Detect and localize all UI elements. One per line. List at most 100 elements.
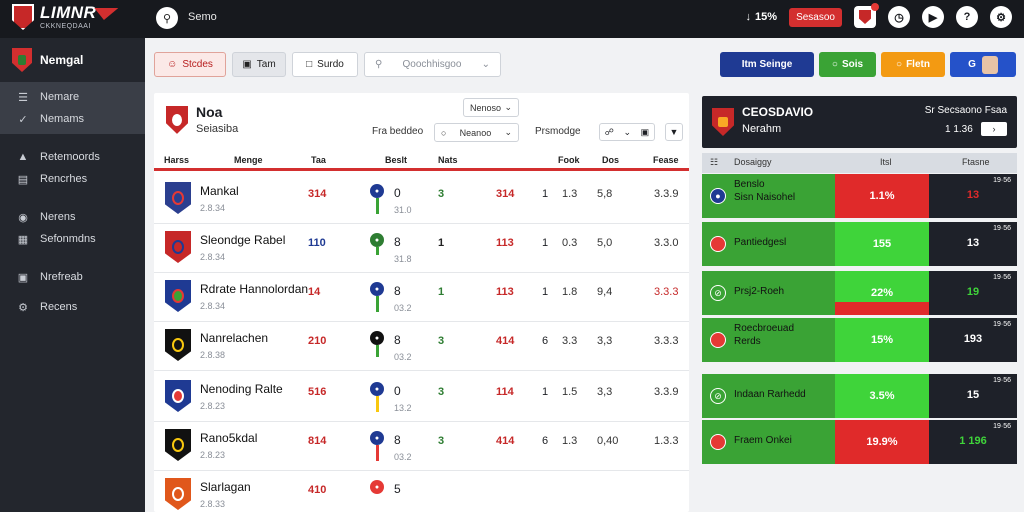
surdo-label: Surdo <box>317 59 344 70</box>
odds-toggle[interactable]: › <box>981 122 1007 136</box>
odds-row[interactable]: ⊘ Prsj2-Roeh 22% 19·56 19 <box>702 271 1017 315</box>
surdo-button[interactable]: □ Surdo <box>292 52 358 77</box>
table-row[interactable]: Nanrelachen 2.8.38 210 ● 8 03.2 3 414 6 … <box>154 321 689 371</box>
odds-main-value: 13 <box>966 189 980 201</box>
odds-team-name: Pantiedgesl <box>734 237 787 248</box>
item-button[interactable]: Itm Seinge <box>720 52 814 77</box>
column-header[interactable]: Harss <box>164 155 190 165</box>
chevron-down-icon: ⌄ <box>504 127 512 137</box>
sidebar-item-nrefreab[interactable]: ▣ Nrefreab <box>0 266 145 288</box>
team-sub: 2.8.34 <box>200 203 226 213</box>
column-header[interactable]: Menge <box>234 155 263 165</box>
club-header: Noa Seiasiba <box>166 103 238 137</box>
sidebar-item-recens[interactable]: ⚙ Recens <box>0 296 145 318</box>
odds-title: CEOSDAVIO <box>742 105 814 119</box>
sidebar-item-nerens[interactable]: ◉ Nerens <box>0 206 145 228</box>
team-sub: 2.8.33 <box>200 499 226 509</box>
sidebar-header[interactable]: Nemgal <box>0 38 145 82</box>
odds-value-cell[interactable]: 19·56 13 <box>929 222 1017 266</box>
stat-value: 15% <box>755 11 778 23</box>
team-sub: 2.8.23 <box>200 450 226 460</box>
odds-percent[interactable]: 1.1% <box>835 174 929 218</box>
flag-icon <box>710 332 726 348</box>
sidebar-item-retemoords[interactable]: ▲ Retemoords <box>0 146 145 168</box>
user-icon: ☺ <box>167 59 178 70</box>
odds-percent[interactable]: 155 <box>835 222 929 266</box>
team-select[interactable]: ○ Neanoo ⌄ <box>434 123 519 142</box>
team-select-value: Neanoo <box>459 127 492 138</box>
tam-button[interactable]: ▣ Tam <box>232 52 286 77</box>
search-label[interactable]: Semo <box>188 11 217 23</box>
cell-value: 8 <box>394 235 401 249</box>
column-header[interactable]: Fook <box>558 155 580 165</box>
club-crest-icon <box>712 108 734 136</box>
clock-icon[interactable]: ◷ <box>888 6 910 28</box>
cell-sub: 31.8 <box>394 254 412 264</box>
search-select[interactable]: ⚲ Qoochhisgoo ⌄ <box>364 52 501 77</box>
table-row[interactable]: Slarlagan 2.8.33 410 ● 5 <box>154 470 689 512</box>
gamepad-icon[interactable]: ▶ <box>922 6 944 28</box>
odds-main-value: 19 <box>966 286 980 298</box>
odds-row[interactable]: ● Benslo Sisn Naisohel 1.1% 19·56 13 <box>702 174 1017 218</box>
table-row[interactable]: Rdrate Hannolordan 2.8.34 14 ● 8 03.2 1 … <box>154 272 689 322</box>
odds-value-cell[interactable]: 19·56 19 <box>929 271 1017 315</box>
sidebar-item-sefonmdns[interactable]: ▦ Sefonmdns <box>0 228 145 250</box>
table-header: Harss Menge Taa Beslt Nats Fook Dos Feas… <box>154 150 689 171</box>
search-icon: ⚲ <box>375 59 383 70</box>
odds-value-cell[interactable]: 19·56 13 <box>929 174 1017 218</box>
profile-button[interactable]: G <box>950 52 1016 77</box>
column-header[interactable]: Dosaiggy <box>734 157 772 167</box>
profile-label: G <box>968 59 976 70</box>
team-sub: 2.8.34 <box>200 252 226 262</box>
odds-percent[interactable]: 19.9% <box>835 420 929 464</box>
column-header[interactable]: Dos <box>602 155 620 165</box>
odds-value-cell[interactable]: 19·56 1 196 <box>929 420 1017 464</box>
cell-value: 3.3.9 <box>654 188 679 200</box>
share-icon: ☍ <box>604 126 614 137</box>
odds-main-value: 13 <box>966 237 980 249</box>
search-button[interactable]: ⚲ <box>156 7 178 29</box>
brand-logo[interactable]: LIMNR CKKNEQDAAI <box>12 4 119 30</box>
odds-value-cell[interactable]: 19·56 15 <box>929 374 1017 418</box>
sidebar-item-nemare[interactable]: ☰ Nemare <box>0 86 145 108</box>
cell-value: 3.3 <box>562 335 578 347</box>
column-header[interactable]: Beslt <box>385 155 408 165</box>
column-header[interactable]: Itsl <box>880 157 892 167</box>
sidebar-item-rencrhes[interactable]: ▤ Rencrhes <box>0 168 145 190</box>
sois-button[interactable]: ○ Sois <box>819 52 876 77</box>
odds-percent[interactable]: 3.5% <box>835 374 929 418</box>
promo-chip[interactable]: Sesasoo <box>789 7 842 27</box>
odds-value-cell[interactable]: 19·56 193 <box>929 318 1017 362</box>
odds-row[interactable]: Roecbroeuad Rerds 15% 19·56 193 <box>702 318 1017 362</box>
column-header[interactable]: Nats <box>438 155 458 165</box>
expand-icon: ▣ <box>640 126 650 137</box>
cell-value: 3 <box>438 386 445 398</box>
column-header[interactable]: Ftasne <box>962 157 990 167</box>
settings-icon[interactable]: ⚙ <box>990 6 1012 28</box>
odds-row[interactable]: Pantiedgesl 155 19·56 13 <box>702 222 1017 266</box>
team-crest-icon <box>165 380 191 412</box>
studes-button[interactable]: ☺ Stcdes <box>154 52 226 77</box>
fletn-button[interactable]: ○ Fletn <box>881 52 945 77</box>
sidebar-item-nemams[interactable]: ✓ Nemams <box>0 108 145 130</box>
marker-icon: ● <box>370 431 384 445</box>
table-row[interactable]: Sleondge Rabel 2.8.34 110 ● 8 31.8 1 113… <box>154 223 689 273</box>
table-row[interactable]: Mankal 2.8.34 314 ● 0 31.0 3 314 1 1.3 5… <box>154 174 689 224</box>
odds-row[interactable]: Fraem Onkei 19.9% 19·56 1 196 <box>702 420 1017 464</box>
view-toggle[interactable]: ☍ ⌄ ▣ <box>599 123 655 141</box>
column-header[interactable]: Taa <box>311 155 326 165</box>
avatar[interactable] <box>854 3 879 28</box>
search-icon: ⚲ <box>162 12 172 25</box>
column-header[interactable]: Fease <box>653 155 679 165</box>
odds-row[interactable]: ⊘ Indaan Rarhedd 3.5% 19·56 15 <box>702 374 1017 418</box>
odds-percent[interactable]: 22% <box>835 271 929 315</box>
odds-percent[interactable]: 15% <box>835 318 929 362</box>
help-icon[interactable]: ? <box>956 6 978 28</box>
odds-team-name: Prsj2-Roeh <box>734 286 785 297</box>
shield-filter-icon[interactable]: ▼ <box>665 123 683 141</box>
odds-header: CEOSDAVIO Nerahm Sr Secsaono Fsaa 1 1.36… <box>702 96 1017 148</box>
table-row[interactable]: Rano5kdal 2.8.23 814 ● 8 03.2 3 414 6 1.… <box>154 421 689 471</box>
season-select[interactable]: Nenoso ⌄ <box>463 98 519 117</box>
table-row[interactable]: Nenoding Ralte 2.8.23 516 ● 0 13.2 3 114… <box>154 372 689 422</box>
cell-value: 0,40 <box>597 435 619 447</box>
